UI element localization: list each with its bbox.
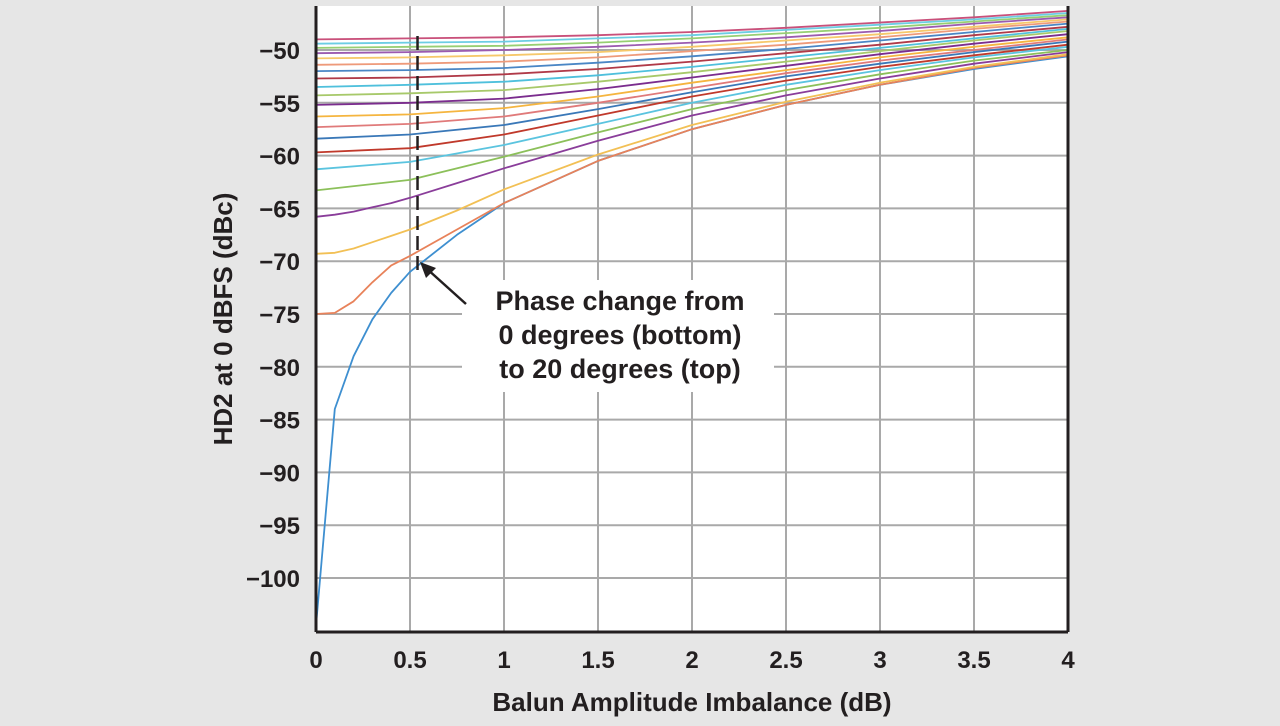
x-tick-label: 1 xyxy=(497,647,510,674)
y-tick-label: −95 xyxy=(259,513,300,540)
series-line-17 xyxy=(315,18,1069,60)
y-tick-label: −85 xyxy=(259,408,300,435)
annotation-text-line: 0 degrees (bottom) xyxy=(498,320,741,350)
x-tick-label: 3 xyxy=(873,647,886,674)
series-line-4 xyxy=(315,51,1069,218)
y-tick-label: −80 xyxy=(259,355,300,382)
y-tick-label: −60 xyxy=(259,144,300,171)
x-tick-label: 2 xyxy=(685,647,698,674)
series-line-14 xyxy=(315,25,1069,80)
annotation-group: Phase change from 0 degrees (bottom) to 20… xyxy=(416,36,774,392)
x-tick-label: 0 xyxy=(309,647,322,674)
series-line-15 xyxy=(315,22,1069,72)
series-line-9 xyxy=(315,38,1069,128)
tick-labels: 0 0.5 1 1.5 2 2.5 3 3.5 4 −50 −55 −60 −65 −70 −75 −80 −8… xyxy=(246,38,1075,674)
x-axis-title: Balun Amplitude Imbalance (dB) xyxy=(492,687,891,717)
series-line-13 xyxy=(315,28,1069,88)
series-line-19 xyxy=(315,14,1069,49)
series-line-6 xyxy=(315,45,1069,171)
annotation-arrow-head xyxy=(420,262,436,278)
series-line-5 xyxy=(315,49,1069,192)
series-line-3 xyxy=(315,53,1069,255)
x-tick-label: 4 xyxy=(1061,647,1075,674)
x-tick-label: 3.5 xyxy=(957,647,990,674)
series-lines xyxy=(315,10,1069,626)
annotation-text-line: to 20 degrees (top) xyxy=(499,354,741,384)
series-line-8 xyxy=(315,40,1069,140)
y-tick-label: −100 xyxy=(246,566,300,593)
y-tick-label: −75 xyxy=(259,302,300,329)
series-line-11 xyxy=(315,33,1069,106)
annotation-arrow-shaft xyxy=(425,267,467,305)
y-tick-label: −65 xyxy=(259,196,300,223)
y-tick-label: −90 xyxy=(259,460,300,487)
y-tick-label: −70 xyxy=(259,249,300,276)
series-line-2 xyxy=(315,54,1069,315)
series-line-21 xyxy=(315,10,1069,41)
y-axis-title: HD2 at 0 dBFS (dBc) xyxy=(208,193,238,446)
series-line-16 xyxy=(315,20,1069,66)
series-line-7 xyxy=(315,43,1069,154)
x-tick-label: 2.5 xyxy=(769,647,802,674)
series-line-10 xyxy=(315,36,1069,118)
plot-frame xyxy=(314,6,1070,634)
series-line-12 xyxy=(315,30,1069,97)
annotation-text-line: Phase change from xyxy=(495,286,744,316)
x-tick-label: 1.5 xyxy=(581,647,614,674)
y-tick-label: −50 xyxy=(259,38,300,65)
series-line-20 xyxy=(315,12,1069,45)
x-tick-label: 0.5 xyxy=(393,647,426,674)
y-tick-label: −55 xyxy=(259,91,300,118)
series-line-18 xyxy=(315,16,1069,55)
annotation-background xyxy=(462,280,774,392)
